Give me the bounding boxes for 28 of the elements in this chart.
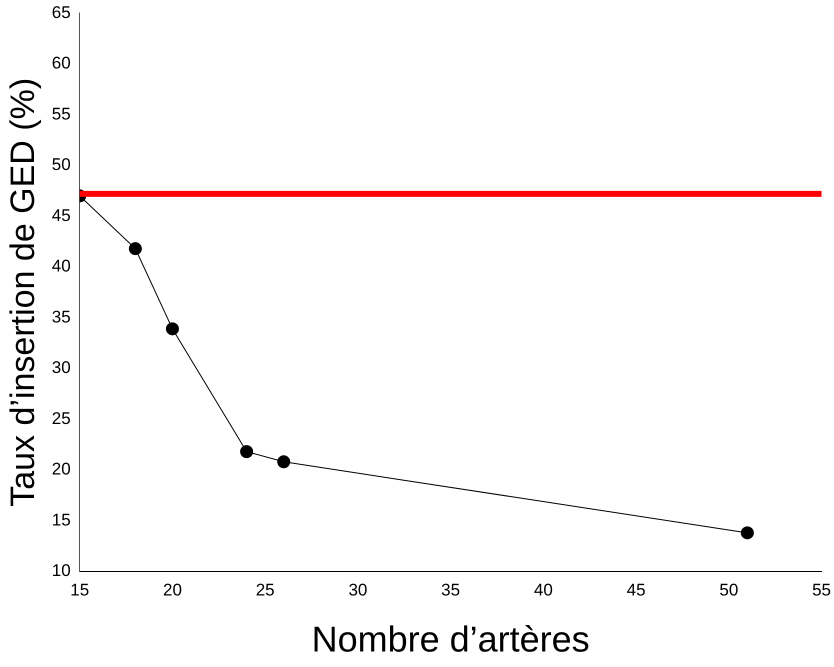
point <box>128 242 142 256</box>
x-tick-label: 20 <box>162 580 182 600</box>
y-tick-label: 60 <box>52 54 71 73</box>
y-tick-label: 65 <box>52 2 71 22</box>
y-tick-label: 25 <box>52 408 71 428</box>
y-tick-label: 35 <box>52 307 71 326</box>
y-tick-label: 45 <box>52 206 71 225</box>
point <box>166 322 179 336</box>
y-tick-label: 15 <box>52 510 71 530</box>
x-tick-label: 30 <box>348 580 368 600</box>
point <box>277 455 290 468</box>
x-tick-label: 55 <box>812 580 832 600</box>
x-tick-label: 15 <box>70 580 90 600</box>
y-tick-label: 10 <box>52 561 71 580</box>
x-axis-title: Nombre d’artères <box>312 618 590 660</box>
x-tick-label: 35 <box>441 580 460 600</box>
point <box>240 445 254 458</box>
x-tick-label: 25 <box>256 580 275 600</box>
y-tick-label: 30 <box>52 358 71 378</box>
y-axis-title: Taux d’insertion de GED (%) <box>4 78 42 507</box>
y-tick-label: 55 <box>52 104 71 124</box>
y-tick-label: 50 <box>52 155 71 174</box>
x-tick-label: 50 <box>719 580 738 600</box>
x-tick-label: 40 <box>534 580 553 600</box>
y-tick-label: 40 <box>52 256 71 276</box>
y-tick-label: 20 <box>52 460 71 479</box>
x-tick-label: 45 <box>626 580 646 600</box>
point <box>740 526 754 540</box>
